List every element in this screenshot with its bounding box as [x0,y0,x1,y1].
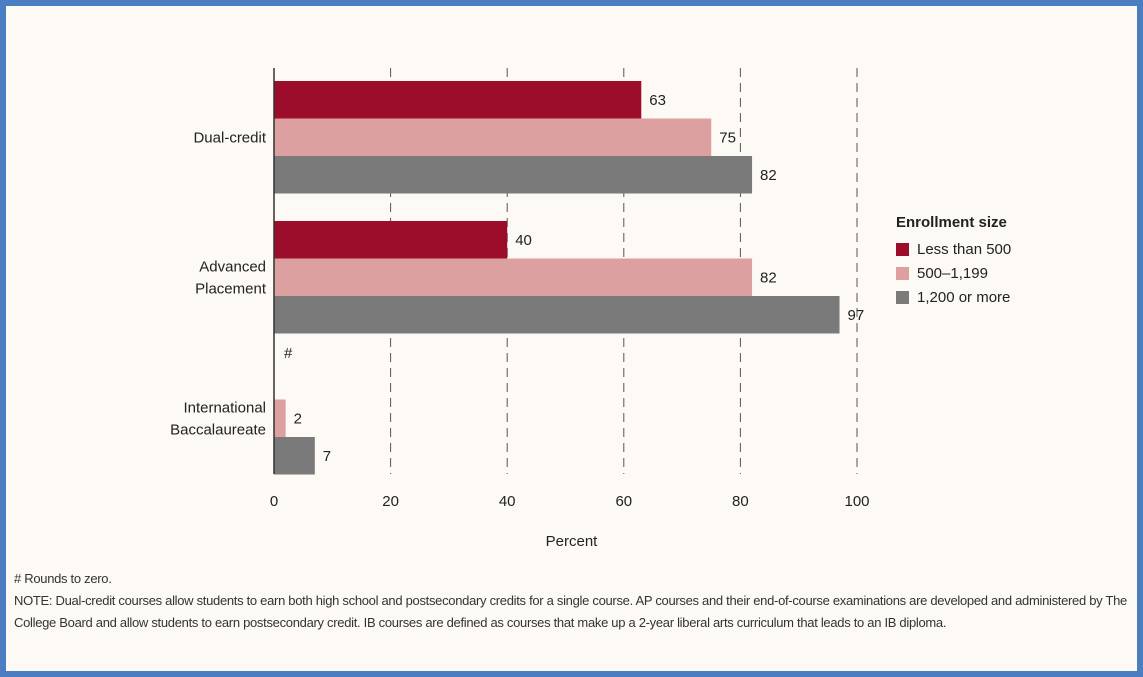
tick-label: 100 [844,493,869,510]
value-labels: 63 40 #75 82 2 82 97 7 [284,92,864,465]
legend-swatch [896,266,909,280]
tick-label: 20 [382,493,399,510]
legend-item-less-than-500: Less than 500 [896,237,1011,261]
bar [274,118,712,156]
category-labels: Dual-credit Advanced Placement Internationa… [170,129,267,438]
legend-item-500-1199: 500–1,199 [896,261,1011,285]
bar [274,221,508,259]
value-label: 82 [760,269,777,286]
tick-label: 80 [732,493,749,510]
x-axis-title: Percent [546,533,599,550]
bar-chart: 63 40 #75 82 2 82 97 7 Dual-credit Advanced Place… [170,68,870,550]
legend: Enrollment size Less than 500 500–1,199 … [896,214,1011,309]
value-label: 82 [760,167,777,184]
bar [274,156,753,194]
legend-title: Enrollment size [896,214,1007,231]
legend-swatch [896,242,909,256]
footnote: # Rounds to zero. [14,571,112,586]
category-label: Dual-credit [193,129,266,146]
tick-label: 40 [499,493,516,510]
legend-item-1200-or-more: 1,200 or more [896,285,1011,309]
value-label: 40 [515,232,532,249]
legend-label: Less than 500 [917,240,1012,258]
legend-label: 1,200 or more [917,288,1011,306]
value-label: 7 [323,448,331,465]
bar [274,437,315,475]
bars-group [274,81,840,475]
legend-swatch [896,290,909,304]
tick-labels: 0 20 40 60 80 100 [270,493,870,510]
tick-label: 0 [270,493,278,510]
value-label: 63 [649,92,666,109]
value-label: 75 [719,129,736,146]
bar [274,399,286,437]
bar [274,296,840,334]
value-label: 97 [848,307,865,324]
note-text: NOTE: Dual-credit courses allow students… [14,593,1127,630]
bar [274,258,753,296]
category-label: International Baccalaureate [170,399,266,438]
value-label: # [284,345,293,362]
legend-label: 500–1,199 [917,264,988,282]
category-label: Advanced Placement [195,258,267,297]
notes: # Rounds to zero. NOTE: Dual-credit cour… [14,568,1142,634]
value-label: 2 [294,410,302,427]
tick-label: 60 [615,493,632,510]
bar [274,81,642,119]
